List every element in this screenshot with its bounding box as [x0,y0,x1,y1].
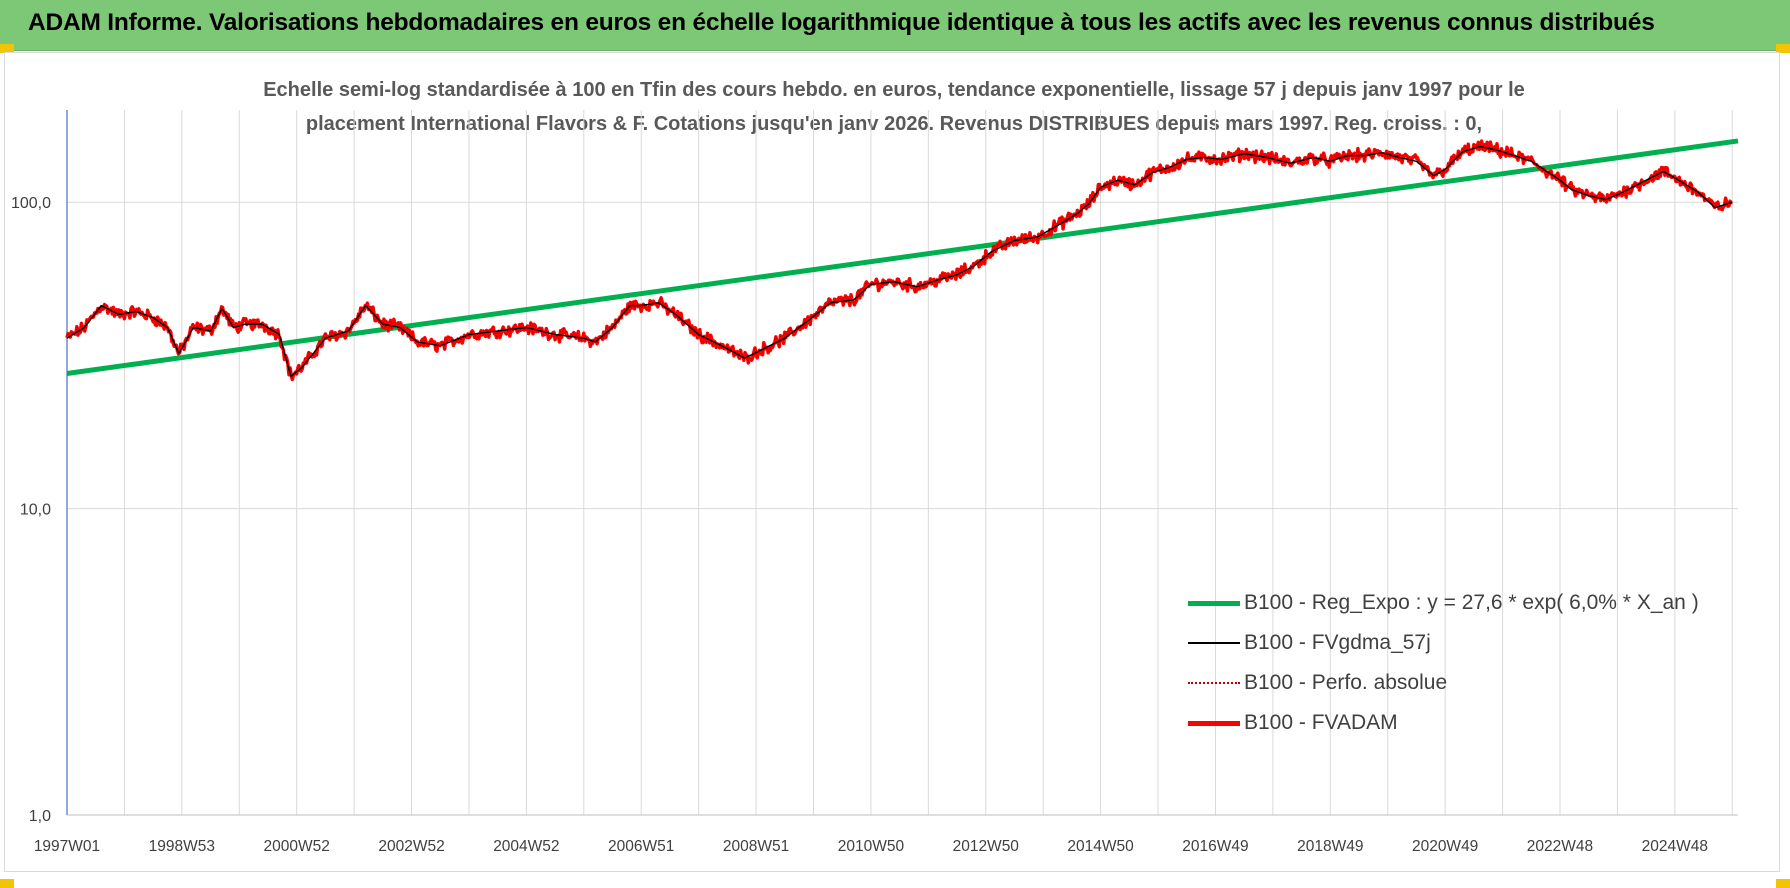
x-tick-label: 1998W53 [149,838,215,855]
x-tick-label: 2004W52 [493,838,559,855]
chart-frame [4,52,1780,872]
legend-item-regression: B100 - Reg_Expo : y = 27,6 * exp( 6,0% *… [1188,583,1699,623]
report-banner: ADAM Informe. Valorisations hebdomadaire… [0,0,1790,51]
y-tick-label: 100,0 [11,195,51,212]
chart-title-line-2: placement International Flavors & F. Cot… [306,113,1482,135]
legend-label-fvadam: B100 - FVADAM [1244,711,1398,734]
y-tick-label: 1,0 [29,808,51,825]
legend-item-fvadam: B100 - FVADAM [1188,703,1699,743]
legend-swatch-smoothed [1188,642,1240,644]
x-tick-label: 2010W50 [838,838,905,855]
grid-lines [67,110,1738,815]
axes: 1,0 10,0 100,0 1997W01 1998W53 2000W52 2002W52… [11,110,1738,855]
x-tick-label: 2012W50 [953,838,1020,855]
x-tick-label: 1997W01 [34,838,100,855]
legend-label-regression: B100 - Reg_Expo : y = 27,6 * exp( 6,0% *… [1244,591,1699,614]
x-tick-label: 2014W50 [1067,838,1134,855]
legend-swatch-regression [1188,600,1240,606]
x-tick-label: 2006W51 [608,838,674,855]
x-tick-label: 2016W49 [1182,838,1248,855]
report-title: ADAM Informe. Valorisations hebdomadaire… [28,9,1655,36]
legend-item-absolute: B100 - Perfo. absolue [1188,663,1699,703]
legend-label-smoothed: B100 - FVgdma_57j [1244,631,1431,654]
legend-label-absolute: B100 - Perfo. absolue [1244,671,1448,694]
series-line-smoothed-57j [66,145,1733,377]
x-tick-label: 2008W51 [723,838,789,855]
x-tick-label: 2002W52 [378,838,444,855]
x-tick-label: 2018W49 [1297,838,1363,855]
y-tick-label: 10,0 [20,502,51,519]
corner-marker-bottom-left [0,879,14,888]
legend-item-smoothed: B100 - FVgdma_57j [1188,623,1699,663]
x-tick-label: 2022W48 [1527,838,1593,855]
chart-title-line-1: Echelle semi-log standardisée à 100 en T… [263,79,1525,101]
corner-marker-top-left [0,44,14,53]
corner-marker-top-right [1776,44,1790,53]
x-tick-label: 2000W52 [264,838,330,855]
legend-swatch-fvadam [1188,720,1240,726]
x-tick-label: 2024W48 [1642,838,1708,855]
x-tick-label: 2020W49 [1412,838,1478,855]
series-lines [65,138,1739,382]
corner-marker-bottom-right [1776,879,1790,888]
series-line-regression [66,138,1739,377]
chart-legend: B100 - Reg_Expo : y = 27,6 * exp( 6,0% *… [1188,583,1699,743]
legend-swatch-absolute [1188,682,1240,684]
